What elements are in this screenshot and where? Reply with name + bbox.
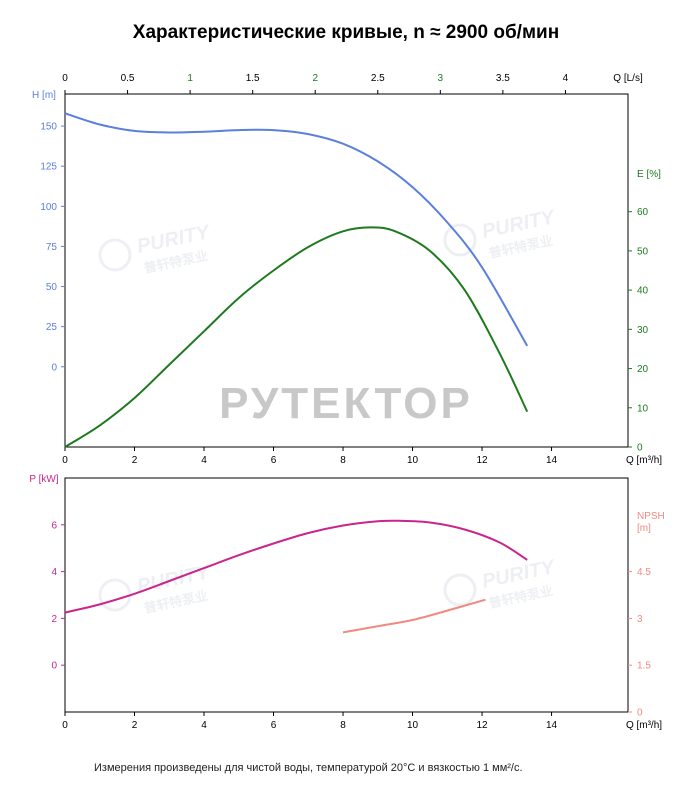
x-tick-label: 4 [201,455,207,466]
y-left-tick-label: 0 [51,661,57,672]
y-left-tick-label: 75 [46,242,58,253]
x-axis-label: Q [m³/h] [626,455,662,466]
chart-title: Характеристические кривые, n ≈ 2900 об/м… [132,22,560,43]
x2-tick-label: 4 [563,73,569,84]
y-left-tick-label: 2 [51,614,57,625]
x2-tick-label: 0.5 [121,73,135,84]
y-left-tick-label: 6 [51,520,57,531]
x2-tick-label: 2.5 [371,73,385,84]
x-tick-label: 0 [62,720,68,731]
y-left-tick-label: 150 [40,122,57,133]
y-right-tick-label: 30 [637,325,649,336]
y-right-tick-label: 0 [637,443,643,454]
x2-tick-label: 3.5 [496,73,510,84]
y-right-tick-label: 50 [637,246,649,257]
y-left-tick-label: 25 [46,322,58,333]
x2-tick-label: 1.5 [246,73,260,84]
y-right-tick-label: 40 [637,286,649,297]
y-left-tick-label: 4 [51,567,57,578]
x-axis-label: Q [m³/h] [626,720,662,731]
measurement-footnote: Измерения произведены для чистой воды, т… [94,762,523,774]
x-tick-label: 8 [340,720,346,731]
x-tick-label: 2 [132,455,138,466]
rutektor-watermark: РУТЕКТОР [219,379,473,428]
x-tick-label: 12 [476,455,488,466]
npsh-curve [342,598,486,634]
y-left-tick-label: 0 [51,362,57,373]
x2-tick-label: 2 [312,73,318,84]
y-left-axis-label: P [kW] [29,474,58,485]
x2-tick-label: 1 [187,73,193,84]
x-tick-label: 6 [271,455,277,466]
y-right-tick-label: 0 [637,708,643,719]
x-tick-label: 14 [546,455,558,466]
y-right-tick-label: 4.5 [637,567,651,578]
y-right-tick-label: 20 [637,364,649,375]
plot-frame [64,93,629,448]
plot-frame [64,477,629,713]
power-curve [64,519,528,614]
y-left-tick-label: 125 [40,162,57,173]
x-tick-label: 10 [407,720,419,731]
y-right-tick-label: 1.5 [637,661,651,672]
efficiency-curve [64,226,529,448]
x-tick-label: 2 [132,720,138,731]
x-tick-label: 0 [62,455,68,466]
x-tick-label: 4 [201,720,207,731]
y-right-axis-label: [m] [637,523,651,534]
head-curve [64,112,529,347]
x2-tick-label: 0 [62,73,68,84]
y-right-axis-label: NPSH [637,511,665,522]
x2-axis-label: Q [L/s] [613,73,643,84]
x-tick-label: 14 [546,720,558,731]
y-left-tick-label: 50 [46,282,58,293]
y-right-tick-label: 60 [637,207,649,218]
x-tick-label: 6 [271,720,277,731]
y-left-axis-label: H [m] [32,90,56,101]
y-right-tick-label: 10 [637,403,649,414]
y-right-axis-label: E [%] [637,169,661,180]
y-right-tick-label: 3 [637,614,643,625]
x-tick-label: 12 [476,720,488,731]
y-left-tick-label: 100 [40,202,57,213]
x2-tick-label: 3 [438,73,444,84]
x-tick-label: 8 [340,455,346,466]
x-tick-label: 10 [407,455,419,466]
head-efficiency-chart: 0 2 4 6 8 10 12 14 Q [m³/h]0 0.5 1 1.5 2 2.5 3 3.5 4 Q [L… [32,73,662,466]
